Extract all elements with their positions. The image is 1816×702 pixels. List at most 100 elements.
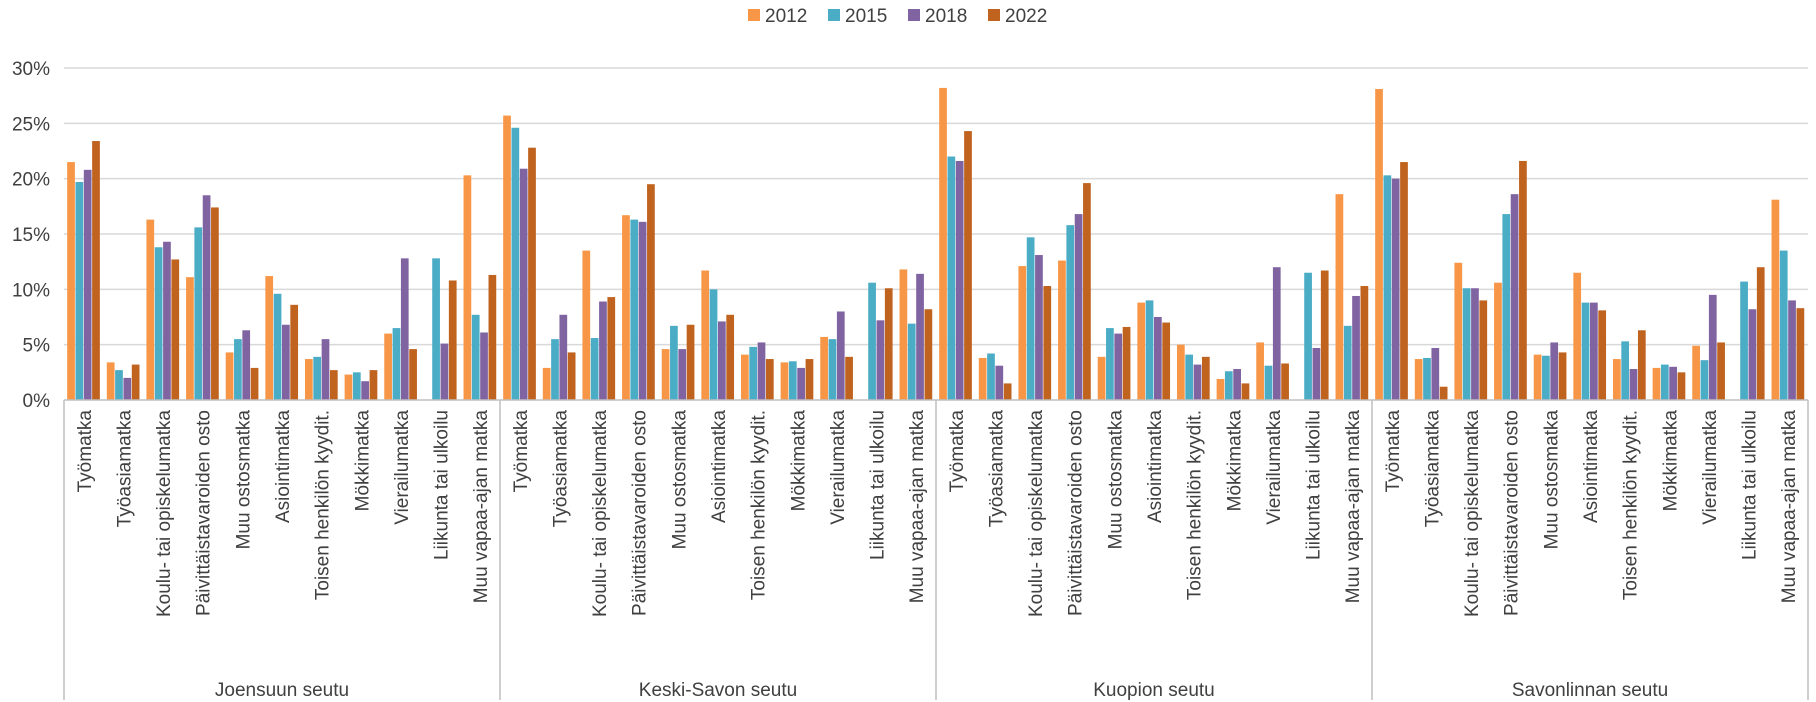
bar-2015 bbox=[511, 127, 520, 400]
bar-2022 bbox=[1439, 386, 1448, 400]
bar-2022 bbox=[686, 324, 695, 400]
legend-swatch-2015 bbox=[828, 9, 840, 21]
bar-2015 bbox=[1066, 225, 1075, 400]
bar-2018 bbox=[361, 381, 369, 400]
category-label: Liikunta tai ulkoilu bbox=[1304, 410, 1325, 560]
category-label: Vierailumatka bbox=[828, 410, 849, 525]
bar-2022 bbox=[1479, 300, 1488, 400]
bar-2022 bbox=[1400, 162, 1408, 400]
bar-2012 bbox=[503, 115, 511, 400]
bar-2015 bbox=[551, 339, 559, 400]
category-label: Mökkimatka bbox=[1660, 410, 1681, 512]
bar-2012 bbox=[463, 175, 472, 400]
bar-2018 bbox=[163, 241, 171, 400]
bar-2012 bbox=[1256, 342, 1264, 400]
y-tick-label: 10% bbox=[12, 280, 50, 301]
bar-2015 bbox=[1343, 325, 1352, 400]
group-label: Keski-Savon seutu bbox=[639, 680, 797, 701]
bar-2022 bbox=[92, 141, 100, 401]
bar-2018 bbox=[1431, 347, 1440, 400]
axis-lines bbox=[63, 399, 1809, 700]
group-label: Savonlinnan seutu bbox=[1512, 680, 1668, 701]
bar-2012 bbox=[661, 349, 670, 400]
bar-2012 bbox=[67, 162, 75, 400]
bar-2018 bbox=[876, 320, 885, 400]
category-label: Työmatka bbox=[947, 410, 968, 493]
category-label: Toisen henkilön kyydit. bbox=[749, 410, 770, 600]
bar-2022 bbox=[647, 184, 655, 400]
bar-2012 bbox=[225, 352, 234, 400]
category-label: Muu vapaa-ajan matka bbox=[1779, 410, 1800, 604]
bar-2022 bbox=[250, 367, 259, 400]
bar-2018 bbox=[1154, 317, 1162, 400]
bar-2012 bbox=[1612, 359, 1621, 400]
bar-2015 bbox=[1264, 365, 1273, 400]
bar-2018 bbox=[1550, 342, 1559, 400]
category-label: Toisen henkilön kyydit. bbox=[1185, 410, 1206, 600]
category-label: Mökkimatka bbox=[352, 410, 373, 512]
bar-2022 bbox=[1717, 342, 1725, 400]
bar-2018 bbox=[559, 314, 568, 400]
bar-2018 bbox=[321, 339, 330, 400]
legend-swatch-2018 bbox=[908, 9, 920, 21]
bar-2015 bbox=[392, 328, 401, 400]
bar-2018 bbox=[242, 330, 251, 400]
bar-2018 bbox=[282, 324, 290, 400]
category-label: Muu vapaa-ajan matka bbox=[907, 410, 928, 604]
bar-2022 bbox=[1281, 363, 1289, 400]
bar-2022 bbox=[1320, 270, 1329, 400]
bar-2022 bbox=[409, 349, 417, 400]
bar-2022 bbox=[1558, 352, 1567, 400]
category-label: Muu ostosmatka bbox=[233, 410, 254, 550]
bar-2018 bbox=[757, 342, 766, 400]
category-label: Liikunta tai ulkoilu bbox=[432, 410, 453, 560]
bar-2022 bbox=[1360, 286, 1369, 400]
bar-2012 bbox=[265, 276, 274, 400]
bar-2015 bbox=[1779, 250, 1788, 400]
category-label: Mökkimatka bbox=[788, 410, 809, 512]
bar-2022 bbox=[1241, 383, 1250, 400]
bar-series bbox=[67, 87, 1805, 401]
bar-2022 bbox=[211, 207, 219, 400]
bar-2022 bbox=[607, 297, 616, 400]
category-labels: Työmatka Työasiamatka Koulu- tai opiskelum… bbox=[75, 410, 1800, 617]
bar-2022 bbox=[884, 288, 893, 400]
bar-2012 bbox=[820, 336, 828, 400]
category-label: Asiointimatka bbox=[1581, 410, 1602, 523]
category-label: Toisen henkilön kyydit. bbox=[1621, 410, 1642, 600]
bar-2022 bbox=[1796, 308, 1805, 400]
bar-2022 bbox=[567, 352, 576, 400]
bar-2022 bbox=[1677, 372, 1686, 400]
category-label: Vierailumatka bbox=[1264, 410, 1285, 525]
bar-2022 bbox=[726, 314, 735, 400]
bar-2015 bbox=[1145, 300, 1154, 400]
bar-2018 bbox=[1074, 214, 1083, 400]
bar-2018 bbox=[1272, 267, 1281, 400]
bar-2018 bbox=[1590, 302, 1598, 400]
group-labels: Joensuun seutu Keski-Savon seutu Kuopion s… bbox=[215, 680, 1668, 701]
bar-2015 bbox=[590, 338, 599, 400]
bar-2012 bbox=[582, 250, 591, 400]
bar-2012 bbox=[384, 333, 392, 400]
bar-2022 bbox=[1083, 183, 1091, 400]
bar-2018 bbox=[718, 321, 726, 400]
y-axis-tick-labels: 0% 5% 10% 15% 20% 25% 30% bbox=[12, 59, 50, 412]
bar-2018 bbox=[1035, 255, 1043, 400]
category-label: Työasiamatka bbox=[550, 410, 571, 528]
bar-2012 bbox=[1216, 378, 1225, 400]
bar-2015 bbox=[115, 370, 123, 400]
bar-2012 bbox=[1335, 194, 1344, 400]
bar-2015 bbox=[1660, 364, 1669, 400]
category-label: Liikunta tai ulkoilu bbox=[868, 410, 889, 560]
bar-2015 bbox=[234, 339, 242, 400]
bar-2018 bbox=[83, 169, 92, 400]
bar-2018 bbox=[1471, 288, 1479, 400]
bar-2015 bbox=[1542, 355, 1550, 400]
bar-2015 bbox=[828, 339, 837, 400]
bar-2012 bbox=[1533, 354, 1542, 400]
gridlines bbox=[64, 67, 1808, 346]
category-label: Työasiamatka bbox=[1422, 410, 1443, 528]
category-label: Työasiamatka bbox=[114, 410, 135, 528]
group-label: Kuopion seutu bbox=[1093, 680, 1215, 701]
legend-label-2012: 2012 bbox=[765, 6, 807, 27]
